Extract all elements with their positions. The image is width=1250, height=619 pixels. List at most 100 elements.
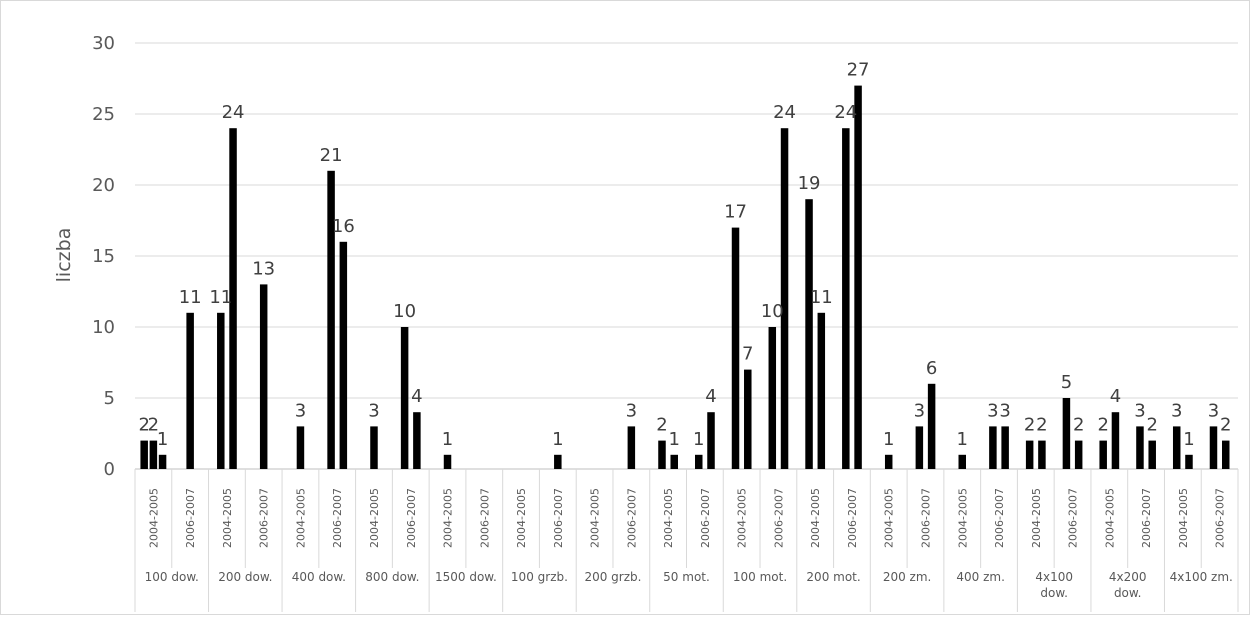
- bar: [296, 426, 305, 469]
- bar: [731, 227, 740, 469]
- data-label: 2: [1073, 415, 1084, 436]
- bar: [1172, 426, 1181, 469]
- x-period-label: 2004-2005: [368, 488, 381, 548]
- x-period-label: 2006-2007: [1140, 488, 1153, 548]
- x-period-label: 2006-2007: [1214, 488, 1227, 548]
- y-tick-label: 15: [92, 246, 115, 267]
- data-label: 3: [999, 400, 1010, 421]
- x-period-label: 2004-2005: [294, 488, 307, 548]
- x-period-label: 2006-2007: [552, 488, 565, 548]
- data-label: 17: [724, 202, 747, 223]
- x-period-label: 2006-2007: [625, 488, 638, 548]
- bar: [854, 85, 862, 469]
- bar: [149, 440, 158, 469]
- data-label: 10: [761, 301, 784, 322]
- x-group-label: 200 dow.: [218, 570, 272, 584]
- bar: [1025, 440, 1034, 469]
- y-tick-label: 10: [92, 317, 115, 338]
- data-label: 3: [368, 400, 379, 421]
- bar: [413, 412, 421, 469]
- y-tick-label: 30: [92, 33, 115, 54]
- bar: [1221, 440, 1230, 469]
- data-label: 3: [626, 400, 637, 421]
- data-label: 3: [1171, 400, 1182, 421]
- data-label: 24: [834, 102, 857, 123]
- bar: [1062, 398, 1071, 469]
- bar: [695, 454, 703, 469]
- data-label: 10: [393, 301, 416, 322]
- x-period-label: 2006-2007: [405, 488, 418, 548]
- bars: [140, 85, 1230, 470]
- bar: [158, 454, 167, 469]
- bar: [229, 128, 237, 469]
- bar: [1001, 426, 1009, 469]
- bar: [186, 312, 194, 469]
- x-group-label: 800 dow.: [365, 570, 419, 584]
- bar: [327, 170, 335, 470]
- x-group-label: 4x100: [1035, 570, 1073, 584]
- data-label: 11: [179, 287, 202, 308]
- x-group-label: 200 zm.: [883, 570, 932, 584]
- data-label: 13: [252, 258, 275, 279]
- data-label: 11: [209, 287, 232, 308]
- data-label: 24: [222, 102, 245, 123]
- bar: [400, 327, 409, 469]
- bar: [780, 128, 789, 469]
- bar: [670, 454, 678, 469]
- data-label: 16: [332, 216, 355, 237]
- data-label: 1: [693, 429, 704, 450]
- data-label: 5: [1061, 372, 1072, 393]
- x-period-label: 2004-2005: [956, 488, 969, 548]
- x-group-label: dow.: [1114, 586, 1142, 600]
- data-label: 4: [411, 386, 422, 407]
- bar: [1209, 426, 1218, 469]
- x-group-label: 400 zm.: [956, 570, 1005, 584]
- bar: [1099, 440, 1107, 469]
- x-period-label: 2006-2007: [919, 488, 932, 548]
- bar: [1111, 412, 1120, 469]
- data-label: 7: [742, 344, 753, 365]
- bar: [339, 241, 348, 469]
- data-label: 19: [798, 173, 821, 194]
- x-period-label: 2004-2005: [662, 488, 675, 548]
- data-label: 1: [669, 429, 680, 450]
- data-label: 2: [1097, 415, 1108, 436]
- x-group-label: 100 grzb.: [511, 570, 568, 584]
- data-label: 2: [1220, 415, 1231, 436]
- data-label: 2: [148, 415, 159, 436]
- bar: [1136, 426, 1144, 469]
- x-group-label: 4x200: [1109, 570, 1147, 584]
- data-label: 3: [914, 400, 925, 421]
- bar: [443, 454, 452, 469]
- x-group-label: 400 dow.: [292, 570, 346, 584]
- data-label: 1: [1183, 429, 1194, 450]
- data-label: 2: [656, 415, 667, 436]
- x-period-label: 2006-2007: [258, 488, 271, 548]
- bar: [707, 412, 715, 469]
- bar: [554, 454, 562, 469]
- data-label: 1: [957, 429, 968, 450]
- bar: [1148, 440, 1156, 469]
- y-tick-label: 5: [104, 388, 115, 409]
- bar: [217, 312, 225, 469]
- bar: [768, 327, 777, 469]
- x-period-label: 2004-2005: [515, 488, 528, 548]
- bar: [627, 426, 636, 469]
- bar: [1185, 454, 1193, 469]
- x-period-label: 2004-2005: [589, 488, 602, 548]
- bar: [817, 312, 826, 469]
- x-period-label: 2004-2005: [1177, 488, 1190, 548]
- data-label: 11: [810, 287, 833, 308]
- y-tick-label: 20: [92, 175, 115, 196]
- data-label: 2: [1024, 415, 1035, 436]
- x-group-label: dow.: [1040, 586, 1068, 600]
- x-period-label: 2006-2007: [184, 488, 197, 548]
- data-label: 3: [1134, 400, 1145, 421]
- bar: [989, 426, 997, 469]
- x-period-label: 2004-2005: [442, 488, 455, 548]
- x-group-label: 50 mot.: [663, 570, 710, 584]
- data-label: 1: [883, 429, 894, 450]
- x-period-label: 2006-2007: [846, 488, 859, 548]
- data-label: 1: [157, 429, 168, 450]
